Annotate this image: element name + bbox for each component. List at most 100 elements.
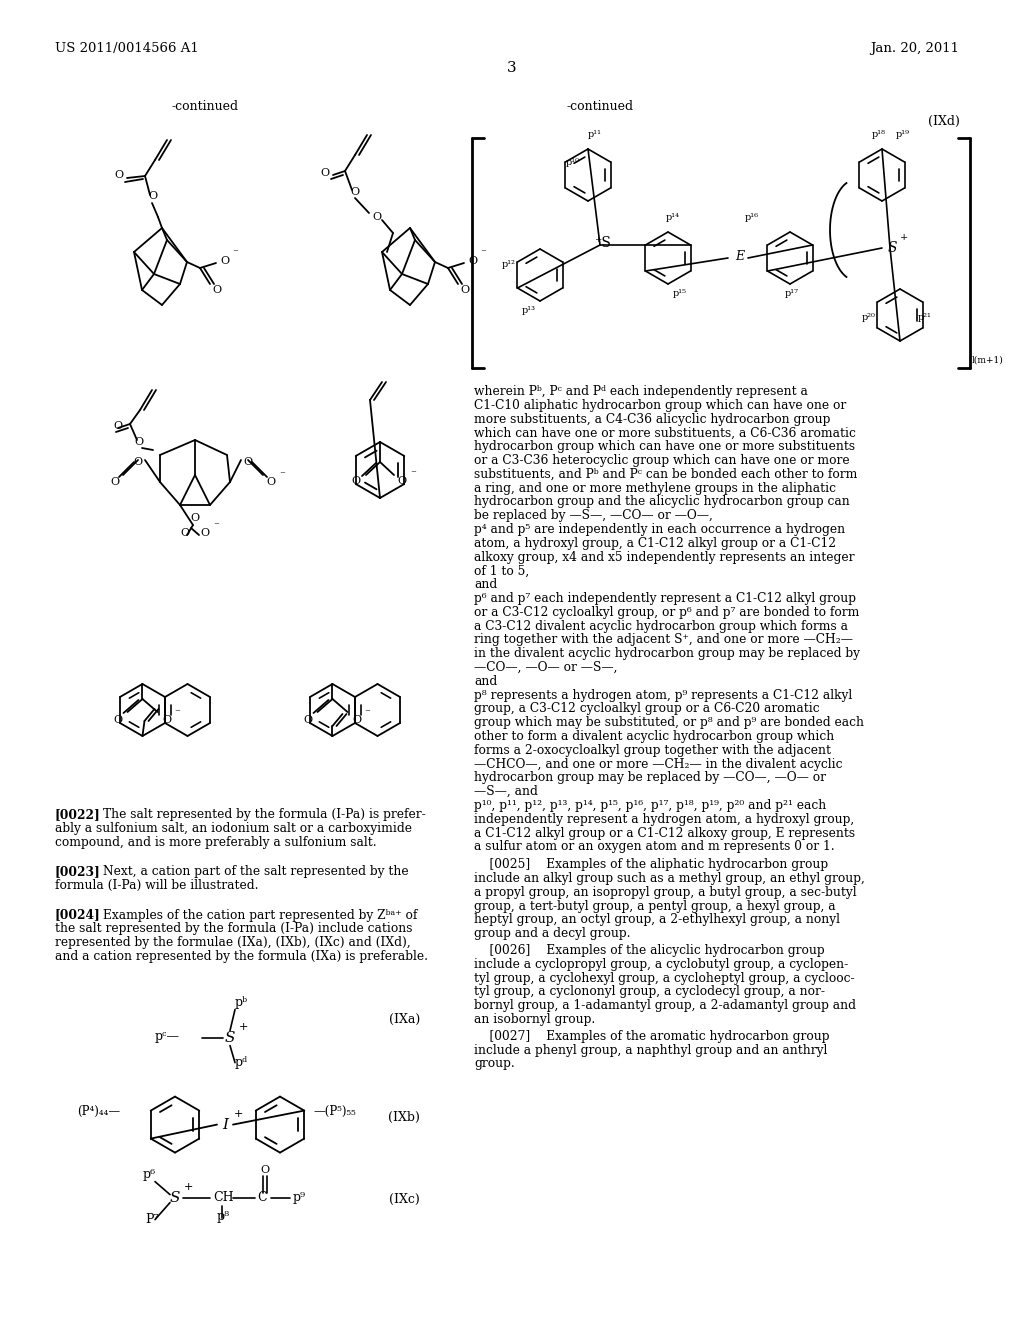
Text: O: O [180,528,189,539]
Text: p⁸ represents a hydrogen atom, p⁹ represents a C1-C12 alkyl: p⁸ represents a hydrogen atom, p⁹ repres… [474,689,852,702]
Text: -continued: -continued [566,100,634,114]
Text: O: O [114,421,123,432]
Text: —S—, and: —S—, and [474,785,538,799]
Text: O: O [134,437,143,447]
Text: ⁻: ⁻ [174,708,180,718]
Text: p¹⁷: p¹⁷ [785,289,799,298]
Text: the salt represented by the formula (I-Pa) include cations: the salt represented by the formula (I-P… [55,923,413,936]
Text: group, a C3-C12 cycloalkyl group or a C6-C20 aromatic: group, a C3-C12 cycloalkyl group or a C6… [474,702,819,715]
Text: be replaced by —S—, —CO— or —O—,: be replaced by —S—, —CO— or —O—, [474,510,713,523]
Text: O: O [244,457,253,467]
Text: C: C [257,1191,266,1204]
Text: hydrocarbon group may be replaced by —CO—, —O— or: hydrocarbon group may be replaced by —CO… [474,771,826,784]
Text: [0026]  Examples of the alicyclic hydrocarbon group: [0026] Examples of the alicyclic hydroca… [474,944,824,957]
Text: or a C3-C36 heterocyclic group which can have one or more: or a C3-C36 heterocyclic group which can… [474,454,850,467]
Text: p²¹: p²¹ [918,313,932,322]
Text: alkoxy group, x4 and x5 independently represents an integer: alkoxy group, x4 and x5 independently re… [474,550,854,564]
Text: compound, and is more preferably a sulfonium salt.: compound, and is more preferably a sulfo… [55,836,377,849]
Text: O: O [260,1164,269,1175]
Text: ⁻: ⁻ [365,708,371,718]
Text: of 1 to 5,: of 1 to 5, [474,565,529,577]
Text: p⁶ and p⁷ each independently represent a C1-C12 alkyl group: p⁶ and p⁷ each independently represent a… [474,591,856,605]
Text: +: + [184,1181,194,1192]
Text: [0022]: [0022] [55,808,100,821]
Text: bornyl group, a 1-adamantyl group, a 2-adamantyl group and: bornyl group, a 1-adamantyl group, a 2-a… [474,999,856,1012]
Text: in the divalent acyclic hydrocarbon group may be replaced by: in the divalent acyclic hydrocarbon grou… [474,647,860,660]
Text: group and a decyl group.: group and a decyl group. [474,927,631,940]
Text: substituents, and Pᵇ and Pᶜ can be bonded each other to form: substituents, and Pᵇ and Pᶜ can be bonde… [474,467,857,480]
Text: Jan. 20, 2011: Jan. 20, 2011 [870,42,959,55]
Text: ⁺S: ⁺S [594,236,610,249]
Text: (IXb): (IXb) [388,1110,420,1123]
Text: heptyl group, an octyl group, a 2-ethylhexyl group, a nonyl: heptyl group, an octyl group, a 2-ethylh… [474,913,840,927]
Text: O: O [303,715,312,725]
Text: p⁸: p⁸ [217,1209,230,1222]
Text: which can have one or more substituents, a C6-C36 aromatic: which can have one or more substituents,… [474,426,856,440]
Text: Examples of the cation part represented by Zᵇᵃ⁺ of: Examples of the cation part represented … [103,908,418,921]
Text: (P⁴)₄₄—: (P⁴)₄₄— [77,1105,120,1118]
Text: (IXc): (IXc) [389,1192,420,1205]
Text: —(P⁵)₅₅: —(P⁵)₅₅ [313,1105,355,1118]
Text: and a cation represented by the formula (IXa) is preferable.: and a cation represented by the formula … [55,950,428,964]
Text: p¹³: p¹³ [522,306,536,315]
Text: group.: group. [474,1057,515,1071]
Text: include a phenyl group, a naphthyl group and an anthryl: include a phenyl group, a naphthyl group… [474,1044,827,1056]
Text: wherein Pᵇ, Pᶜ and Pᵈ each independently represent a: wherein Pᵇ, Pᶜ and Pᵈ each independently… [474,385,808,399]
Text: O: O [201,528,210,539]
Text: tyl group, a cyclononyl group, a cyclodecyl group, a nor-: tyl group, a cyclononyl group, a cyclode… [474,986,825,998]
Text: ring together with the adjacent S⁺, and one or more —CH₂—: ring together with the adjacent S⁺, and … [474,634,853,647]
Text: 3: 3 [507,61,517,75]
Text: independently represent a hydrogen atom, a hydroxyl group,: independently represent a hydrogen atom,… [474,813,854,826]
Text: ⁻: ⁻ [213,521,219,531]
Text: O: O [220,256,229,267]
Text: (IXd): (IXd) [928,115,961,128]
Text: +: + [239,1022,249,1032]
Text: p¹²: p¹² [502,260,516,269]
Text: O: O [113,715,122,725]
Text: other to form a divalent acyclic hydrocarbon group which: other to form a divalent acyclic hydroca… [474,730,835,743]
Text: ⁻: ⁻ [232,248,238,257]
Text: a ring, and one or more methylene groups in the aliphatic: a ring, and one or more methylene groups… [474,482,836,495]
Text: forms a 2-oxocycloalkyl group together with the adjacent: forms a 2-oxocycloalkyl group together w… [474,743,831,756]
Text: Next, a cation part of the salt represented by the: Next, a cation part of the salt represen… [103,865,409,878]
Text: C1-C10 aliphatic hydrocarbon group which can have one or: C1-C10 aliphatic hydrocarbon group which… [474,399,846,412]
Text: S: S [224,1031,236,1044]
Text: a C1-C12 alkyl group or a C1-C12 alkoxy group, E represents: a C1-C12 alkyl group or a C1-C12 alkoxy … [474,826,855,840]
Text: group which may be substituted, or p⁸ and p⁹ are bonded each: group which may be substituted, or p⁸ an… [474,717,864,729]
Text: O: O [190,513,200,523]
Text: +: + [900,234,908,242]
Text: p²⁰: p²⁰ [862,313,876,322]
Text: O: O [148,191,158,201]
Text: I: I [222,1118,228,1131]
Text: atom, a hydroxyl group, a C1-C12 alkyl group or a C1-C12: atom, a hydroxyl group, a C1-C12 alkyl g… [474,537,837,550]
Text: O: O [162,715,171,725]
Text: a C3-C12 divalent acyclic hydrocarbon group which forms a: a C3-C12 divalent acyclic hydrocarbon gr… [474,619,848,632]
Text: ⁻: ⁻ [279,470,285,480]
Text: l(m+1): l(m+1) [972,356,1004,366]
Text: p⁴ and p⁵ are independently in each occurrence a hydrogen: p⁴ and p⁵ are independently in each occu… [474,523,845,536]
Text: O: O [373,213,382,222]
Text: ably a sulfonium salt, an iodonium salt or a carboxyimide: ably a sulfonium salt, an iodonium salt … [55,822,412,834]
Text: P⁷: P⁷ [145,1213,159,1225]
Text: a sulfur atom or an oxygen atom and m represents 0 or 1.: a sulfur atom or an oxygen atom and m re… [474,841,835,854]
Text: formula (I-Pa) will be illustrated.: formula (I-Pa) will be illustrated. [55,879,258,892]
Text: p⁶: p⁶ [143,1168,156,1180]
Text: O: O [351,477,360,486]
Text: and: and [474,578,498,591]
Text: represented by the formulae (IXa), (IXb), (IXc) and (IXd),: represented by the formulae (IXa), (IXb)… [55,936,411,949]
Text: hydrocarbon group and the alicyclic hydrocarbon group can: hydrocarbon group and the alicyclic hydr… [474,495,850,508]
Text: include an alkyl group such as a methyl group, an ethyl group,: include an alkyl group such as a methyl … [474,873,865,884]
Text: a propyl group, an isopropyl group, a butyl group, a sec-butyl: a propyl group, an isopropyl group, a bu… [474,886,857,899]
Text: p¹⁵: p¹⁵ [673,289,687,298]
Text: p¹⁶: p¹⁶ [745,213,759,222]
Text: [0023]: [0023] [55,865,100,878]
Text: p¹⁴: p¹⁴ [666,213,680,222]
Text: S: S [170,1191,180,1205]
Text: E: E [735,249,744,263]
Text: group, a tert-butyl group, a pentyl group, a hexyl group, a: group, a tert-butyl group, a pentyl grou… [474,900,836,912]
Text: include a cyclopropyl group, a cyclobutyl group, a cyclopen-: include a cyclopropyl group, a cyclobuty… [474,958,848,970]
Text: O: O [321,168,330,178]
Text: -continued: -continued [171,100,239,114]
Text: S: S [887,242,897,255]
Text: O: O [468,256,477,267]
